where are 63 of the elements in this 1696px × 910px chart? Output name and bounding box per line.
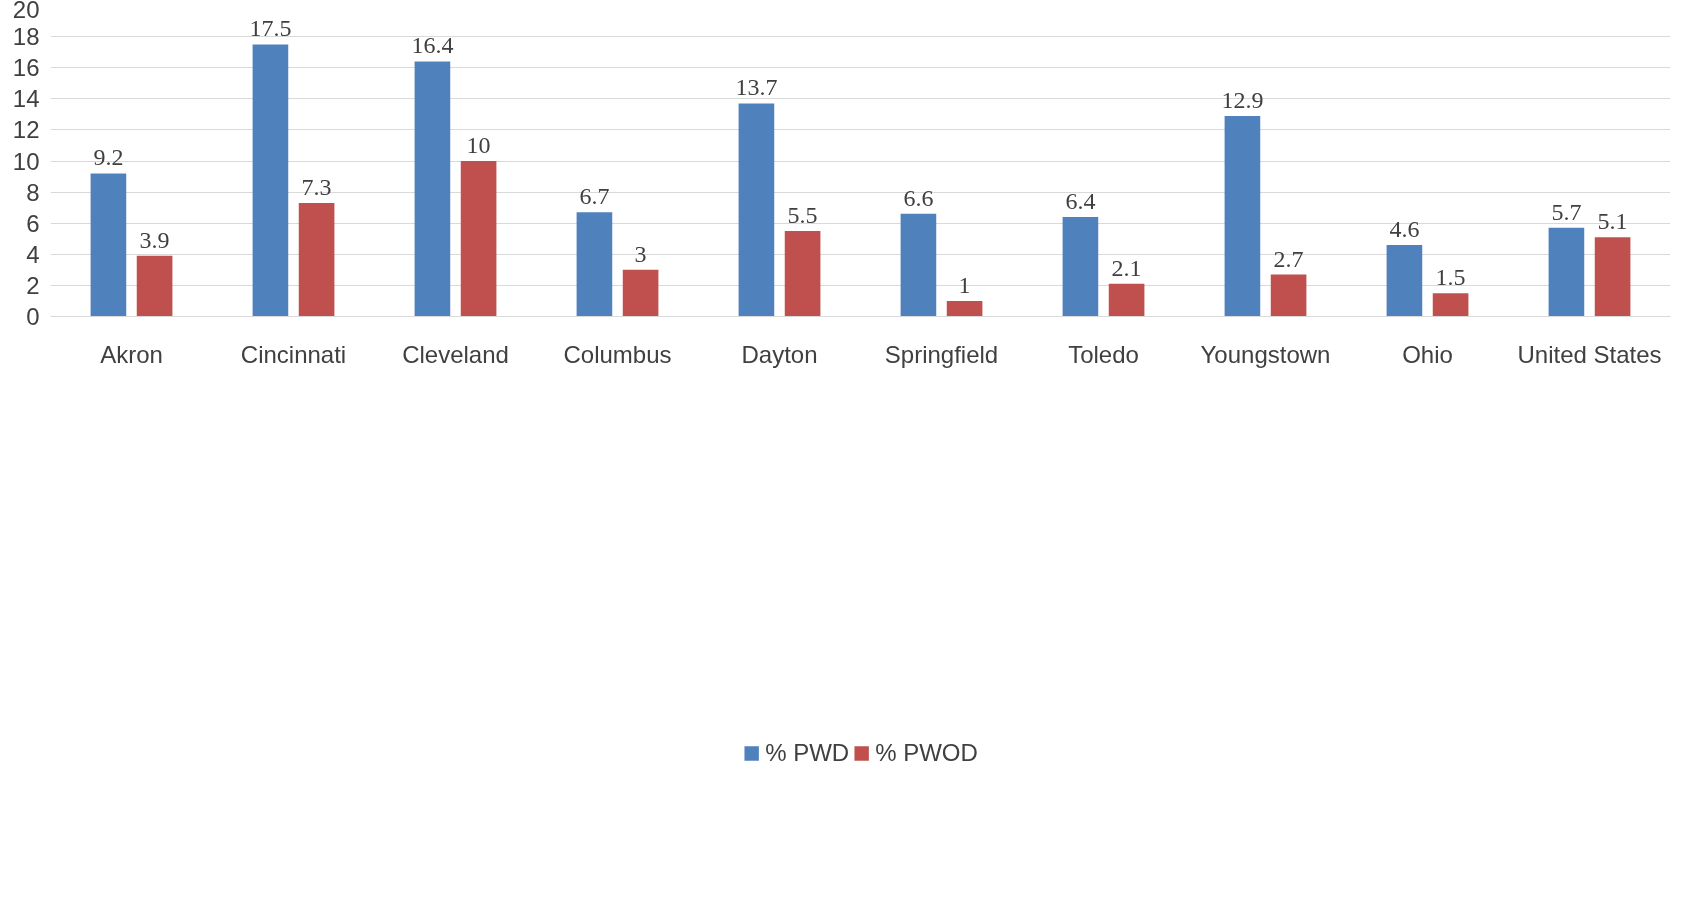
data-label: 5.5 (787, 201, 818, 228)
data-label: 2.7 (1273, 245, 1304, 272)
data-label: 5.1 (1597, 208, 1628, 235)
legend-label: % PWD (765, 739, 850, 767)
data-label: 13.7 (735, 74, 778, 101)
data-label: 6.7 (579, 183, 610, 210)
y-tick-label: 6 (26, 209, 40, 237)
data-label: 7.3 (301, 173, 332, 200)
bar (622, 269, 659, 317)
bar (1594, 237, 1631, 317)
y-tick-label: 2 (26, 271, 40, 299)
bar (298, 202, 335, 317)
x-tick-label: Toledo (1068, 340, 1139, 368)
y-tick-label: 18 (12, 23, 40, 51)
data-label: 9.2 (93, 144, 124, 171)
bar (90, 173, 127, 317)
y-tick-label: 10 (12, 147, 40, 175)
x-tick-label: Dayton (741, 340, 818, 368)
x-tick-label: Youngstown (1200, 340, 1331, 368)
bar (1386, 244, 1423, 317)
data-label: 10 (466, 132, 491, 158)
bar (784, 230, 821, 317)
data-label: 3.9 (139, 226, 170, 253)
bar (900, 213, 937, 317)
data-label: 5.7 (1551, 198, 1582, 225)
data-label: 4.6 (1389, 215, 1420, 242)
data-label: 6.4 (1065, 187, 1096, 214)
data-label: 1 (958, 271, 971, 298)
bar (1224, 115, 1261, 317)
x-tick-label: Columbus (563, 340, 672, 368)
y-tick-label: 16 (12, 54, 40, 82)
x-tick-label: Ohio (1402, 340, 1453, 368)
y-tick-label: 4 (26, 240, 40, 268)
data-label: 6.6 (903, 184, 934, 211)
data-label: 12.9 (1221, 86, 1264, 113)
data-label: 17.5 (249, 15, 292, 42)
bar (1108, 283, 1145, 317)
x-tick-label: Springfield (884, 340, 999, 368)
x-tick-label: Cleveland (402, 340, 509, 368)
data-label: 16.4 (411, 32, 454, 59)
x-tick-label: Cincinnati (240, 340, 347, 368)
data-label: 1.5 (1435, 264, 1466, 291)
bar (136, 255, 173, 317)
bar (460, 161, 497, 317)
bar (576, 212, 613, 317)
bar (1432, 293, 1469, 317)
data-label: 2.1 (1111, 254, 1142, 281)
y-tick-label: 12 (12, 116, 40, 144)
bar (738, 103, 775, 317)
y-tick-label: 0 (26, 303, 40, 330)
y-tick-label: 20 (12, 0, 40, 23)
x-tick-label: United States (1517, 340, 1662, 368)
bar (1548, 227, 1585, 317)
legend-label: % PWOD (875, 739, 978, 767)
bar (414, 61, 451, 317)
bar (946, 300, 983, 317)
y-tick-label: 14 (12, 85, 40, 113)
bar (252, 44, 289, 317)
bar (1270, 274, 1307, 317)
data-label: 3 (634, 240, 647, 267)
x-tick-label: Akron (100, 340, 163, 368)
bar (1062, 216, 1099, 317)
y-tick-label: 8 (26, 178, 40, 206)
